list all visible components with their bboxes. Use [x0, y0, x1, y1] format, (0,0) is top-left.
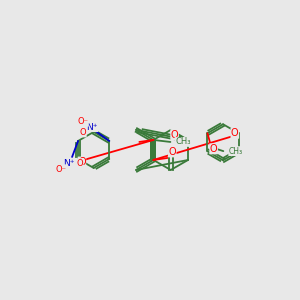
Text: O⁻: O⁻ — [56, 165, 67, 174]
Text: O: O — [78, 157, 86, 167]
Text: O⁻: O⁻ — [77, 117, 88, 126]
Text: O: O — [168, 147, 176, 157]
Text: O: O — [76, 159, 83, 168]
Text: O: O — [171, 130, 178, 140]
Text: CH₃: CH₃ — [229, 147, 243, 156]
Text: O: O — [80, 128, 86, 137]
Text: N⁺: N⁺ — [86, 123, 98, 132]
Text: CH₃: CH₃ — [175, 137, 190, 146]
Text: N⁺: N⁺ — [63, 159, 75, 168]
Text: O: O — [231, 128, 238, 138]
Text: O: O — [210, 144, 218, 154]
